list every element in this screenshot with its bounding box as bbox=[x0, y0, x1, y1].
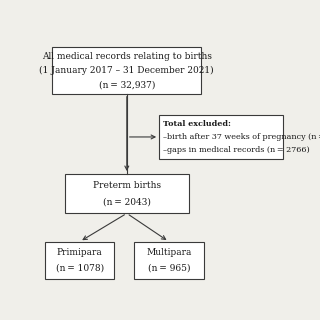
Text: (n = 1078): (n = 1078) bbox=[56, 264, 104, 273]
Text: Preterm births: Preterm births bbox=[93, 180, 161, 189]
Text: (n = 965): (n = 965) bbox=[148, 264, 190, 273]
Text: Total excluded:: Total excluded: bbox=[163, 119, 231, 127]
Text: –birth after 37 weeks of pregnancy (n = 28,128): –birth after 37 weeks of pregnancy (n = … bbox=[163, 133, 320, 141]
Text: (n = 2043): (n = 2043) bbox=[103, 198, 151, 207]
Text: (n = 32,937): (n = 32,937) bbox=[99, 80, 155, 89]
FancyBboxPatch shape bbox=[52, 47, 201, 94]
Text: –gaps in medical records (n = 2766): –gaps in medical records (n = 2766) bbox=[163, 147, 309, 155]
Text: (1 January 2017 – 31 December 2021): (1 January 2017 – 31 December 2021) bbox=[39, 66, 214, 75]
FancyBboxPatch shape bbox=[134, 242, 204, 279]
FancyBboxPatch shape bbox=[45, 242, 115, 279]
Text: Primipara: Primipara bbox=[57, 248, 102, 257]
FancyBboxPatch shape bbox=[65, 174, 189, 213]
Text: Multipara: Multipara bbox=[146, 248, 192, 257]
FancyBboxPatch shape bbox=[159, 115, 283, 159]
Text: All medical records relating to births: All medical records relating to births bbox=[42, 52, 212, 61]
